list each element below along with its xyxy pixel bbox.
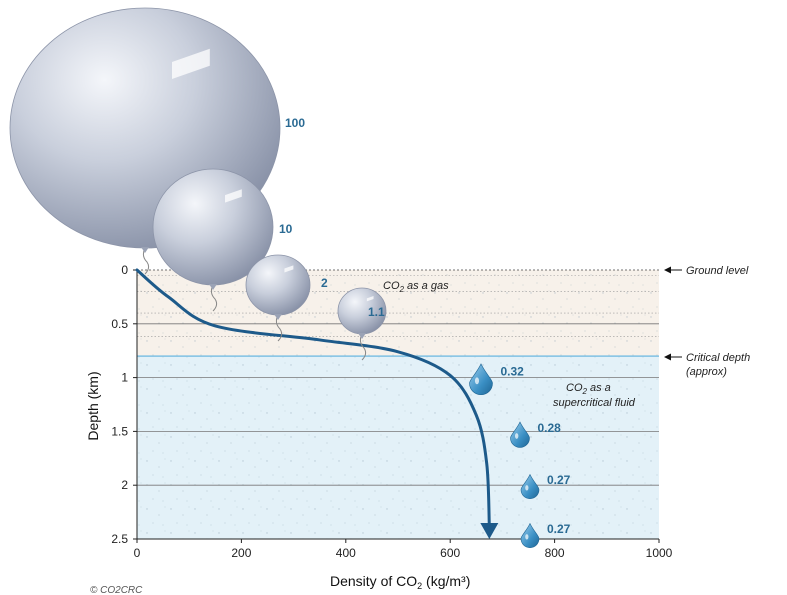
gas-zone-label: CO2 as a gas (383, 280, 449, 294)
y-tick-label: 1 (121, 371, 128, 385)
x-tick-label: 600 (440, 546, 460, 560)
x-tick-label: 200 (231, 546, 251, 560)
x-axis-title: Density of CO2 (kg/m³) (330, 573, 470, 591)
fluid-droplets: 0.32 0.28 0.27 0.27 (469, 363, 571, 548)
y-tick-label: 2.5 (111, 532, 128, 546)
critical-depth-arrow-icon (664, 353, 671, 361)
density-curve-arrowhead (480, 523, 499, 539)
fluid-droplet: 0.32 (469, 363, 525, 395)
x-tick-label: 400 (336, 546, 356, 560)
balloon: 1.1 (337, 287, 387, 361)
fluid-droplet: 0.27 (520, 473, 571, 499)
critical-depth-approx-label: (approx) (686, 366, 727, 378)
balloon-volume-label: 10 (279, 222, 293, 236)
balloon: 2 (245, 254, 328, 342)
y-axis-title: Depth (km) (85, 371, 101, 440)
fluid-droplet: 0.27 (520, 522, 571, 548)
droplet-volume-label: 0.28 (538, 421, 562, 435)
ground-level-annotation: Ground level (664, 265, 749, 277)
x-tick-label: 800 (545, 546, 565, 560)
balloon: 10 (152, 168, 293, 312)
droplet-volume-label: 0.32 (501, 365, 525, 379)
fluid-zone-label-line1: CO2 as a (566, 382, 611, 396)
critical-depth-label: Critical depth (686, 352, 750, 364)
y-tick-label: 1.5 (111, 424, 128, 438)
balloon-volume-label: 100 (285, 116, 305, 130)
droplet-volume-label: 0.27 (547, 473, 571, 487)
tick-labels: 0 200 400 600 800 1000 0 0.5 1 1.5 2 2.5 (111, 263, 672, 560)
balloon-volume-label: 1.1 (368, 305, 385, 319)
copyright-text: © CO2CRC (90, 585, 143, 595)
fluid-zone-label-line2: supercritical fluid (553, 397, 636, 409)
x-tick-label: 1000 (646, 546, 673, 560)
balloon-volume-label: 2 (321, 276, 328, 290)
gas-balloons: 100 10 2 1.1 (9, 7, 387, 361)
y-tick-label: 0.5 (111, 317, 128, 331)
axes (136, 270, 659, 540)
fluid-droplet: 0.28 (510, 421, 562, 448)
critical-depth-annotation: Critical depth (approx) (664, 352, 750, 378)
y-tick-label: 0 (121, 263, 128, 277)
ground-level-arrow-icon (664, 266, 671, 274)
ground-level-label: Ground level (686, 265, 749, 277)
supercritical-zone-speckle (137, 356, 659, 539)
y-tick-label: 2 (121, 478, 128, 492)
droplet-volume-label: 0.27 (547, 522, 571, 536)
x-tick-label: 0 (134, 546, 141, 560)
density-curve (135, 268, 491, 529)
